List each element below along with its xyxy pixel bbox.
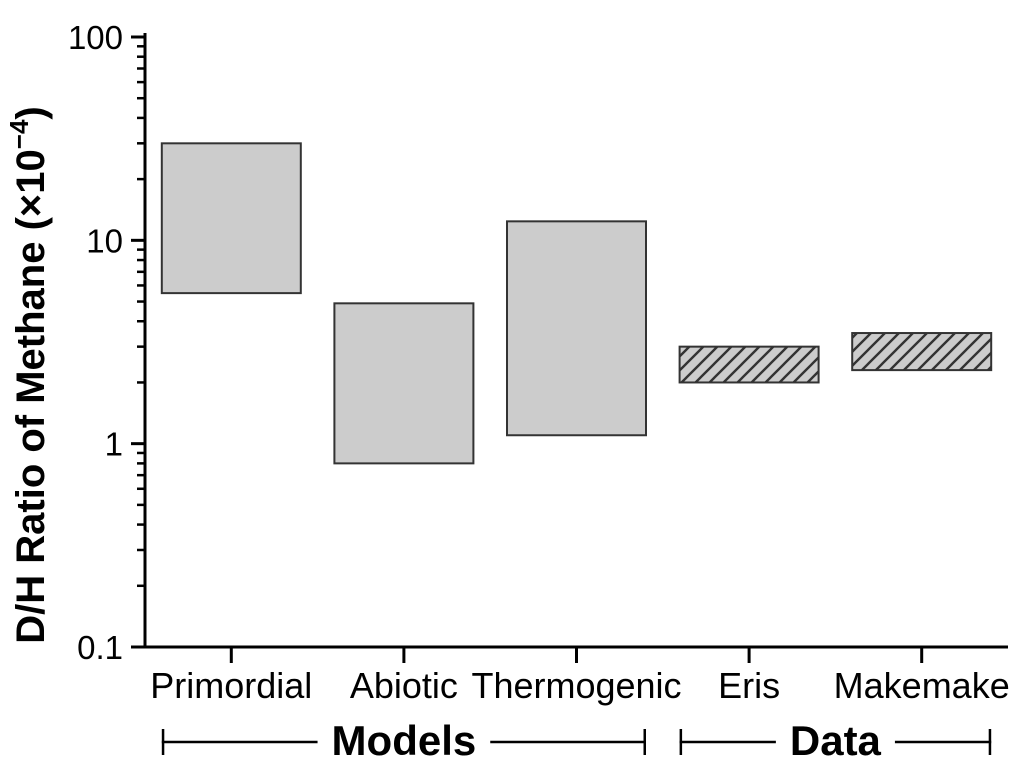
group-bracket-models: Models xyxy=(161,717,646,764)
y-axis-title: D/H Ratio of Methane (×10−4) xyxy=(4,106,53,644)
y-tick-label: 1 xyxy=(105,426,123,463)
bar-abiotic xyxy=(333,302,475,465)
y-tick-label: 100 xyxy=(68,19,123,56)
group-label-data: Data xyxy=(790,717,882,764)
bar-eris xyxy=(678,345,820,384)
group-bracket-data: Data xyxy=(679,717,992,764)
bar-makemake xyxy=(851,332,993,372)
y-tick-label: 0.1 xyxy=(77,629,123,666)
x-tick-label-primordial: Primordial xyxy=(150,665,312,706)
x-tick-label-eris: Eris xyxy=(718,665,780,706)
bar-primordial xyxy=(160,142,302,295)
y-tick-label: 10 xyxy=(86,222,123,259)
group-label-models: Models xyxy=(332,717,477,764)
x-tick-label-makemake: Makemake xyxy=(834,665,1010,706)
x-tick-label-thermogenic: Thermogenic xyxy=(471,665,681,706)
x-tick-label-abiotic: Abiotic xyxy=(350,665,458,706)
bar-thermogenic xyxy=(506,220,647,437)
